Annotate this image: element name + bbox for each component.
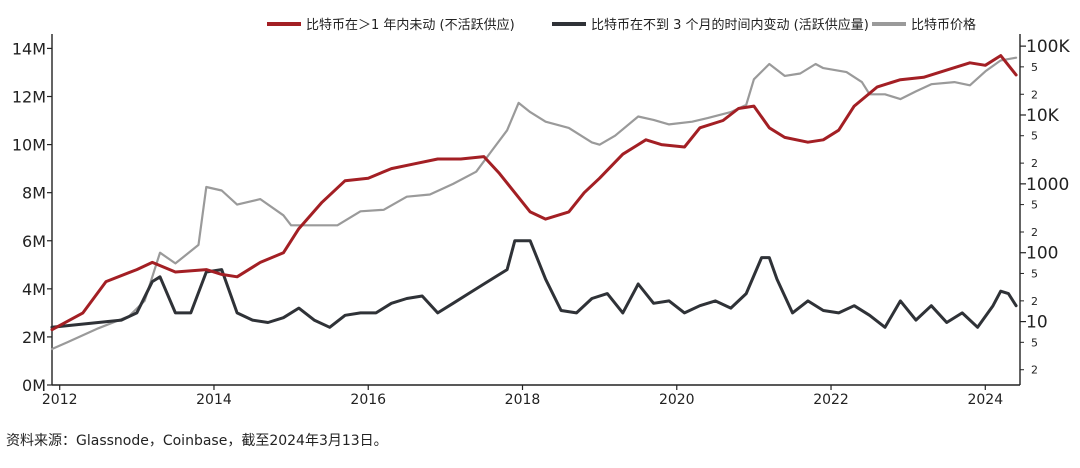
x-tick-label: 2014	[196, 392, 232, 408]
right-minor-label: 5	[1031, 336, 1038, 349]
right-minor-label: 2	[1031, 295, 1038, 308]
series-layer	[50, 54, 1018, 351]
x-tick-label: 2024	[967, 392, 1003, 408]
x-tick-label: 2020	[659, 392, 695, 408]
legend-label: 比特币在＞1 年内未动 (不活跃供应)	[306, 17, 515, 33]
right-major-label: 10	[1026, 313, 1048, 333]
left-tick-label: 2M	[22, 328, 46, 347]
right-minor-label: 2	[1031, 157, 1038, 170]
right-minor-label: 5	[1031, 130, 1038, 143]
axes: 0M 2M 4M 6M 8M 10M 12M 14M 2012 2014 2016 2018 2020 2…	[12, 34, 1070, 408]
source-note: 资料来源：Glassnode，Coinbase，截至2024年3月13日。	[6, 433, 388, 449]
left-tick-label: 8M	[22, 184, 46, 203]
left-tick-label: 14M	[12, 39, 46, 58]
series-line	[50, 56, 1018, 351]
right-major-label: 1000	[1026, 175, 1069, 195]
right-major-label: 100K	[1026, 37, 1070, 57]
left-tick-label: 0M	[22, 376, 46, 395]
x-tick-label: 2022	[813, 392, 849, 408]
legend: 比特币在＞1 年内未动 (不活跃供应) 比特币在不到 3 个月的时间内变动 (活跃…	[267, 17, 976, 33]
series-line	[50, 54, 1018, 332]
series-line	[50, 239, 1018, 329]
x-tick-label: 2018	[505, 392, 541, 408]
right-minor-label: 2	[1031, 88, 1038, 101]
bitcoin-supply-chart: 比特币在＞1 年内未动 (不活跃供应) 比特币在不到 3 个月的时间内变动 (活跃…	[12, 17, 1071, 408]
right-major-label: 10K	[1026, 106, 1060, 126]
right-minor-label: 2	[1031, 364, 1038, 377]
right-minor-label: 2	[1031, 226, 1038, 239]
right-minor-label: 5	[1031, 267, 1038, 280]
left-tick-label: 10M	[12, 136, 46, 155]
left-tick-label: 6M	[22, 232, 46, 251]
right-minor-label: 5	[1031, 199, 1038, 212]
x-tick-label: 2012	[42, 392, 78, 408]
legend-label: 比特币在不到 3 个月的时间内变动 (活跃供应量)	[591, 17, 869, 33]
legend-label: 比特币价格	[911, 17, 976, 33]
left-tick-label: 4M	[22, 280, 46, 299]
x-tick-label: 2016	[350, 392, 386, 408]
right-minor-label: 5	[1031, 61, 1038, 74]
right-major-label: 100	[1026, 244, 1058, 264]
left-tick-label: 12M	[12, 88, 46, 107]
